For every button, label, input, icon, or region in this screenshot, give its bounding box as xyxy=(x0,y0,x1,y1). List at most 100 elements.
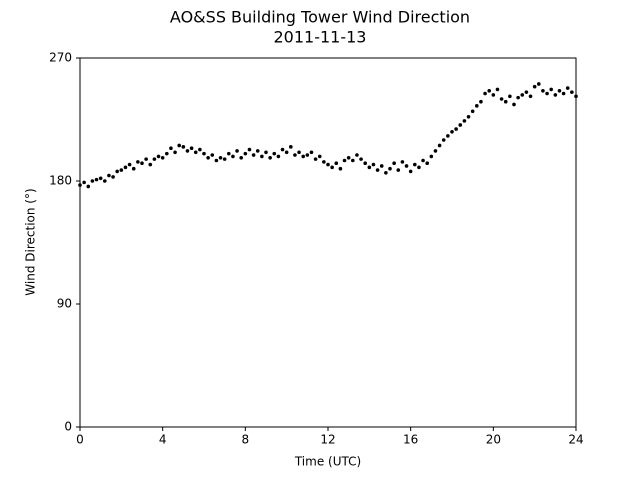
data-point xyxy=(462,119,467,123)
data-point xyxy=(218,155,223,160)
data-point xyxy=(342,158,347,163)
data-point xyxy=(495,87,500,92)
data-point xyxy=(181,145,186,149)
data-point xyxy=(309,150,314,155)
data-point xyxy=(107,173,111,178)
data-point xyxy=(346,155,351,160)
data-point xyxy=(86,184,91,189)
data-point xyxy=(549,87,553,92)
data-point xyxy=(239,155,243,160)
data-point xyxy=(198,147,202,152)
data-point xyxy=(127,162,132,167)
data-point xyxy=(545,91,549,96)
data-point xyxy=(189,146,194,150)
data-point xyxy=(289,145,293,149)
x-tick-label: 0 xyxy=(76,433,84,447)
chart-title: AO&SS Building Tower Wind Direction xyxy=(170,8,470,27)
data-point xyxy=(214,158,219,163)
data-point xyxy=(111,175,115,179)
x-tick-label: 12 xyxy=(320,433,335,447)
data-point xyxy=(561,91,566,96)
data-point xyxy=(313,157,318,161)
chart-subtitle: 2011-11-13 xyxy=(274,28,367,47)
data-point xyxy=(185,149,190,153)
data-point xyxy=(338,166,343,171)
data-point xyxy=(243,151,248,156)
data-point xyxy=(293,153,297,157)
data-point xyxy=(251,153,256,157)
data-point xyxy=(276,154,281,159)
data-point xyxy=(202,151,206,156)
data-point xyxy=(433,149,438,153)
plot-frame xyxy=(79,57,577,428)
data-point xyxy=(272,151,277,156)
data-point xyxy=(441,138,446,142)
data-point xyxy=(173,150,177,155)
data-point xyxy=(425,161,430,166)
data-point xyxy=(454,127,458,131)
data-point xyxy=(193,150,198,155)
data-point xyxy=(508,94,512,99)
data-point xyxy=(371,162,376,167)
data-point xyxy=(260,154,264,159)
data-point xyxy=(231,154,235,159)
data-point xyxy=(499,97,504,101)
data-point xyxy=(379,164,384,168)
data-point xyxy=(235,149,239,153)
x-axis-label: Time (UTC) xyxy=(294,455,361,469)
data-point xyxy=(512,102,516,107)
data-point xyxy=(280,147,285,152)
data-point xyxy=(384,171,388,175)
y-tick-label: 0 xyxy=(64,420,72,434)
data-point xyxy=(475,104,479,108)
data-point xyxy=(532,84,537,89)
data-point xyxy=(528,94,533,99)
data-point xyxy=(255,149,260,153)
data-point xyxy=(363,161,368,166)
data-point xyxy=(470,109,475,114)
data-point xyxy=(268,155,272,160)
data-point xyxy=(98,176,103,181)
data-point xyxy=(297,150,301,155)
data-point xyxy=(131,166,136,171)
data-point xyxy=(317,154,322,159)
data-point xyxy=(264,150,268,155)
data-point xyxy=(169,146,173,150)
data-point xyxy=(152,157,157,161)
data-point xyxy=(355,153,359,157)
data-point xyxy=(553,93,558,97)
data-point xyxy=(119,168,124,172)
data-point xyxy=(326,162,330,167)
data-point xyxy=(388,166,392,171)
y-tick-label: 90 xyxy=(57,297,72,311)
data-point xyxy=(408,169,413,174)
data-point xyxy=(367,165,372,170)
data-point xyxy=(301,154,306,159)
data-point xyxy=(351,158,355,163)
data-point xyxy=(156,154,161,159)
data-point xyxy=(537,82,541,86)
data-point xyxy=(115,169,119,174)
x-tick-label: 16 xyxy=(403,433,418,447)
data-point xyxy=(574,94,578,99)
data-point xyxy=(206,155,210,160)
x-tick-label: 8 xyxy=(242,433,250,447)
data-point xyxy=(78,183,82,187)
data-point xyxy=(136,160,140,164)
data-point xyxy=(392,161,396,166)
data-point xyxy=(483,91,487,96)
data-point xyxy=(417,165,421,170)
data-point xyxy=(305,153,310,157)
data-point xyxy=(247,147,252,152)
data-point xyxy=(90,179,95,183)
data-point xyxy=(520,93,525,97)
data-point xyxy=(413,162,417,167)
data-point xyxy=(541,89,545,93)
data-point xyxy=(160,155,165,160)
data-point xyxy=(82,180,86,185)
data-point xyxy=(210,153,215,157)
data-point xyxy=(524,90,529,94)
data-point xyxy=(396,168,401,172)
data-point xyxy=(222,157,227,161)
data-point xyxy=(570,90,574,94)
